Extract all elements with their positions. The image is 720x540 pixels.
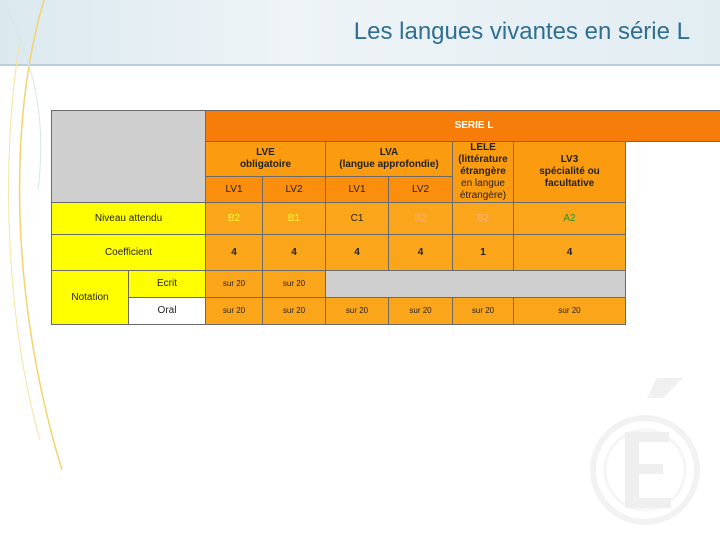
niveau-lele: B2 — [452, 202, 514, 235]
empty-corner-cell — [51, 110, 206, 203]
notation-label: Notation — [51, 270, 129, 325]
subheader-lva-lv2: LV2 — [388, 176, 453, 203]
lele-header: LELE (littérature étrangère en langue ét… — [452, 141, 514, 203]
coef-lve-lv2: 4 — [262, 234, 326, 271]
lve-header: LVE obligatoire — [205, 140, 326, 178]
lva-subtitle: (langue approfondie) — [339, 159, 439, 171]
niveau-lva-lv1: C1 — [325, 202, 389, 235]
niveau-label: Niveau attendu — [51, 202, 206, 235]
oral-label: Oral — [128, 297, 206, 325]
coef-lva-lv2: 4 — [388, 234, 453, 271]
page-title: Les langues vivantes en série L — [353, 18, 690, 45]
langues-table: SERIE L LVE obligatoire LVA (langue appr… — [51, 110, 720, 325]
ecrit-lve-lv1: sur 20 — [205, 270, 263, 298]
subheader-lve-lv1: LV1 — [205, 176, 263, 203]
serie-header: SERIE L — [204, 110, 720, 142]
lve-subtitle: obligatoire — [239, 159, 292, 171]
lva-header: LVA (langue approfondie) — [325, 140, 453, 178]
lv3-header: LV3 spécialité ou facultative — [513, 141, 626, 203]
lele-subtitle-2: en langue étrangère) — [459, 178, 507, 201]
ecrit-empty-cell — [325, 270, 626, 298]
lele-title: LELE — [470, 142, 496, 154]
coef-lv3: 4 — [513, 234, 626, 271]
lv3-title: LV3 — [560, 154, 579, 165]
coef-lva-lv1: 4 — [325, 234, 389, 271]
header-band — [0, 0, 720, 66]
oral-lva-lv1: sur 20 — [325, 297, 389, 325]
lve-title: LVE — [256, 147, 275, 159]
oral-lve-lv1: sur 20 — [205, 297, 263, 325]
subheader-lve-lv2: LV2 — [262, 176, 326, 203]
subheader-lva-lv1: LV1 — [325, 176, 389, 203]
decorative-swoosh — [7, 0, 63, 471]
coef-lve-lv1: 4 — [205, 234, 263, 271]
oral-lva-lv2: sur 20 — [388, 297, 453, 325]
lele-subtitle: (littérature étrangère — [458, 154, 508, 177]
lv3-subtitle: spécialité ou facultative — [539, 166, 600, 189]
oral-lele: sur 20 — [452, 297, 514, 325]
academy-logo-watermark — [590, 378, 700, 525]
oral-lve-lv2: sur 20 — [262, 297, 326, 325]
niveau-lve-lv1: B2 — [205, 202, 263, 235]
niveau-lv3: A2 — [513, 202, 626, 235]
oral-lv3: sur 20 — [513, 297, 626, 325]
coef-lele: 1 — [452, 234, 514, 271]
coef-label: Coefficient — [51, 234, 206, 271]
ecrit-lve-lv2: sur 20 — [262, 270, 326, 298]
ecrit-label: Ecrit — [128, 270, 206, 298]
niveau-lve-lv2: B1 — [262, 202, 326, 235]
niveau-lva-lv2: B2 — [388, 202, 453, 235]
lva-title: LVA — [379, 147, 399, 159]
